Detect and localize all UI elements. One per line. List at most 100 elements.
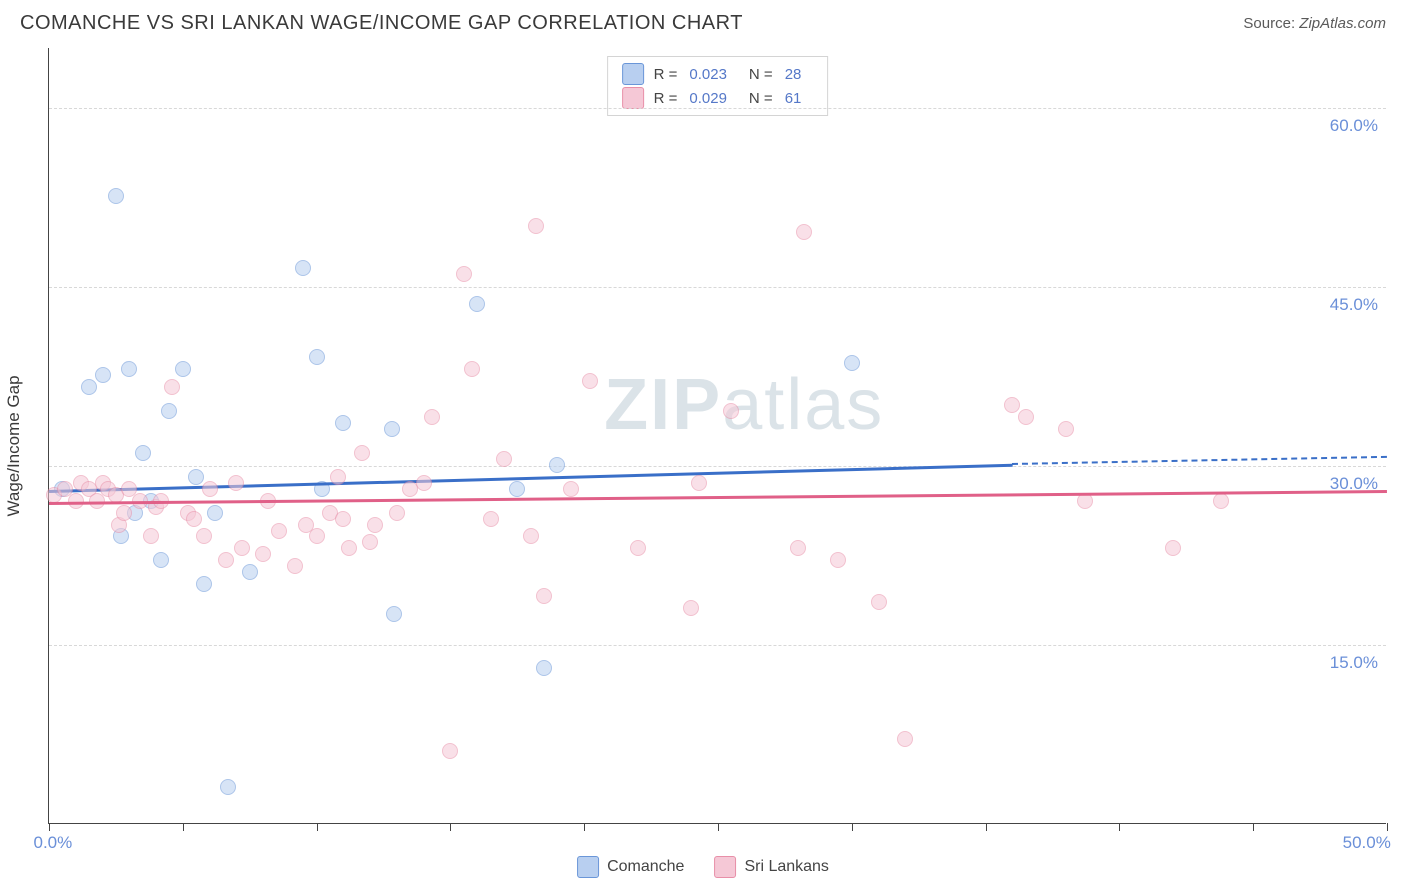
scatter-point: [108, 188, 124, 204]
legend-label: Sri Lankans: [744, 858, 829, 876]
x-tick: [317, 823, 318, 831]
scatter-point: [367, 517, 383, 533]
y-tick-label: 15.0%: [1330, 653, 1378, 673]
scatter-point: [790, 540, 806, 556]
scatter-point: [442, 743, 458, 759]
scatter-point: [1018, 409, 1034, 425]
scatter-point: [309, 349, 325, 365]
scatter-point: [161, 403, 177, 419]
scatter-point: [143, 528, 159, 544]
scatter-point: [121, 361, 137, 377]
scatter-point: [1004, 397, 1020, 413]
scatter-point: [509, 481, 525, 497]
scatter-point: [196, 576, 212, 592]
scatter-point: [188, 469, 204, 485]
x-tick: [450, 823, 451, 831]
scatter-point: [424, 409, 440, 425]
scatter-point: [186, 511, 202, 527]
scatter-point: [287, 558, 303, 574]
r-label: R =: [654, 90, 678, 107]
scatter-point: [469, 296, 485, 312]
scatter-point: [153, 552, 169, 568]
stats-legend-row: R = 0.029 N = 61: [622, 87, 814, 109]
scatter-point: [456, 266, 472, 282]
scatter-point: [354, 445, 370, 461]
x-tick-label: 0.0%: [34, 833, 73, 853]
scatter-point: [220, 779, 236, 795]
scatter-point: [164, 379, 180, 395]
y-axis-label: Wage/Income Gap: [4, 375, 24, 516]
x-tick: [584, 823, 585, 831]
scatter-point: [218, 552, 234, 568]
r-value: 0.029: [689, 90, 727, 107]
scatter-point: [563, 481, 579, 497]
scatter-point: [362, 534, 378, 550]
scatter-point: [536, 660, 552, 676]
trend-line-dashed: [1012, 456, 1387, 465]
series-legend: Comanche Sri Lankans: [577, 856, 829, 878]
scatter-point: [68, 493, 84, 509]
n-label: N =: [749, 90, 773, 107]
trend-line: [49, 490, 1387, 504]
scatter-point: [271, 523, 287, 539]
x-tick: [183, 823, 184, 831]
watermark: ZIPatlas: [604, 364, 884, 446]
x-tick: [1119, 823, 1120, 831]
scatter-point: [335, 511, 351, 527]
scatter-point: [1058, 421, 1074, 437]
scatter-point: [255, 546, 271, 562]
scatter-point: [202, 481, 218, 497]
scatter-point: [723, 403, 739, 419]
scatter-point: [496, 451, 512, 467]
x-tick: [49, 823, 50, 831]
gridline: [49, 287, 1386, 288]
scatter-point: [691, 475, 707, 491]
scatter-point: [135, 445, 151, 461]
scatter-point: [683, 600, 699, 616]
r-label: R =: [654, 66, 678, 83]
scatter-point: [1213, 493, 1229, 509]
source-credit: Source: ZipAtlas.com: [1243, 15, 1386, 32]
scatter-point: [582, 373, 598, 389]
scatter-point: [95, 367, 111, 383]
gridline: [49, 645, 1386, 646]
n-value: 28: [785, 66, 802, 83]
legend-swatch: [622, 87, 644, 109]
scatter-point: [196, 528, 212, 544]
chart-area: ZIPatlas R = 0.023 N = 28 R = 0.029 N = 61 15.0…: [48, 48, 1386, 824]
scatter-point: [330, 469, 346, 485]
legend-item: Comanche: [577, 856, 684, 878]
chart-container: COMANCHE VS SRI LANKAN WAGE/INCOME GAP C…: [0, 0, 1406, 892]
scatter-point: [175, 361, 191, 377]
legend-swatch: [714, 856, 736, 878]
gridline: [49, 108, 1386, 109]
scatter-point: [536, 588, 552, 604]
scatter-point: [844, 355, 860, 371]
scatter-point: [234, 540, 250, 556]
legend-swatch: [622, 63, 644, 85]
n-value: 61: [785, 90, 802, 107]
stats-legend-row: R =0.023N =28: [622, 63, 814, 85]
scatter-point: [335, 415, 351, 431]
x-tick: [1253, 823, 1254, 831]
scatter-point: [81, 379, 97, 395]
x-tick-label: 50.0%: [1343, 833, 1391, 853]
scatter-point: [242, 564, 258, 580]
scatter-point: [549, 457, 565, 473]
y-tick-label: 45.0%: [1330, 295, 1378, 315]
legend-swatch: [577, 856, 599, 878]
scatter-point: [228, 475, 244, 491]
gridline: [49, 466, 1386, 467]
r-value: 0.023: [689, 66, 727, 83]
y-tick-label: 60.0%: [1330, 116, 1378, 136]
scatter-point: [207, 505, 223, 521]
x-tick: [852, 823, 853, 831]
header: COMANCHE VS SRI LANKAN WAGE/INCOME GAP C…: [0, 0, 1406, 43]
scatter-point: [630, 540, 646, 556]
scatter-point: [416, 475, 432, 491]
legend-item: Sri Lankans: [714, 856, 829, 878]
x-tick: [718, 823, 719, 831]
scatter-point: [483, 511, 499, 527]
x-tick: [986, 823, 987, 831]
x-tick: [1387, 823, 1388, 831]
